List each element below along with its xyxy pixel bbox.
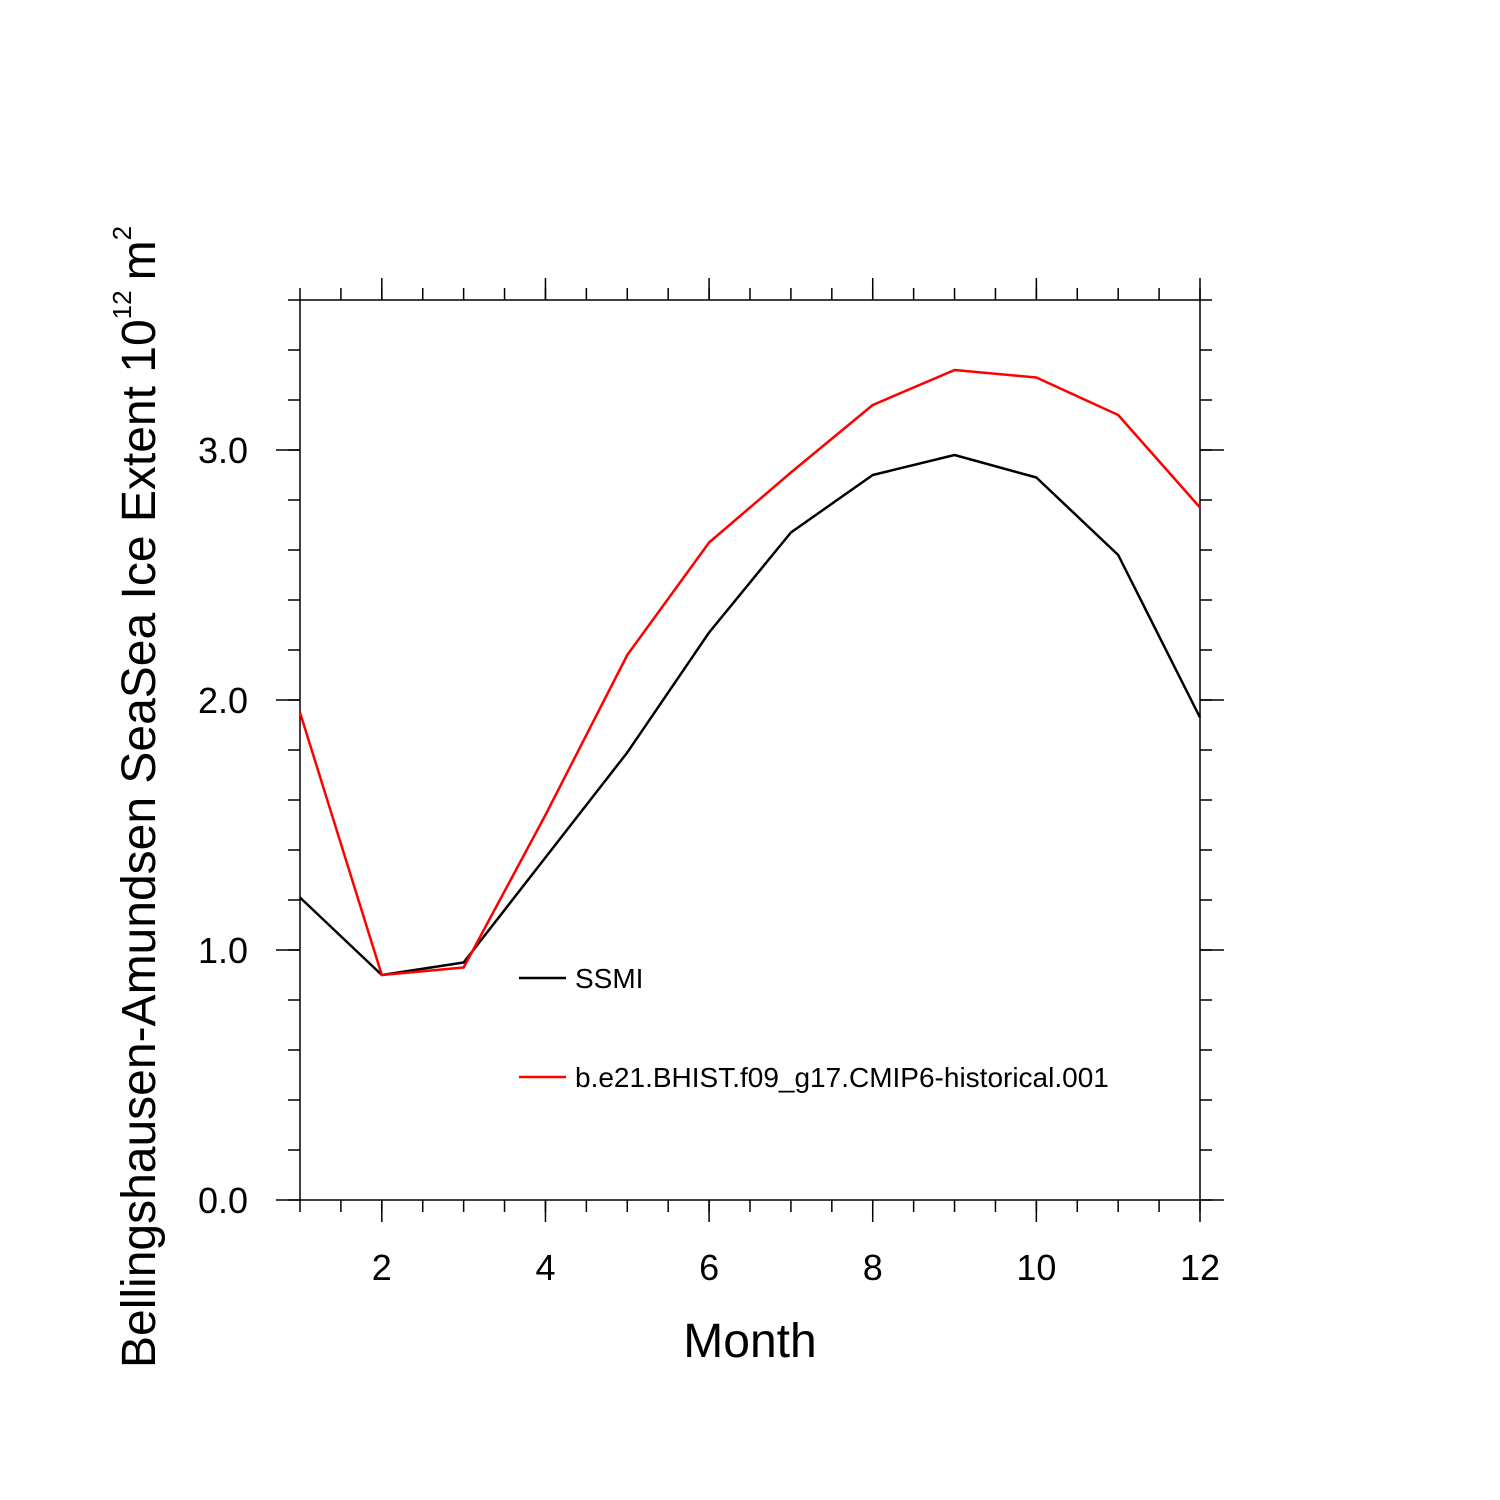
y-tick-label: 2.0 xyxy=(198,680,248,721)
legend-label: SSMI xyxy=(575,963,643,994)
series-line-ssmi xyxy=(299,453,1202,977)
y-axis-title-exponent: 12 xyxy=(107,290,137,319)
y-tick-label: 0.0 xyxy=(198,1180,248,1221)
series-line-model xyxy=(298,368,1201,977)
legend-label: b.e21.BHIST.f09_g17.CMIP6-historical.001 xyxy=(575,1062,1109,1093)
y-axis-title-main: Bellingshausen-Amundsen SeaSea Ice Exten… xyxy=(113,319,166,1368)
y-tick-label: 3.0 xyxy=(198,430,248,471)
x-tick-label: 2 xyxy=(372,1247,392,1288)
x-tick-label: 6 xyxy=(699,1247,719,1288)
y-axis-title-unit-exponent: 2 xyxy=(107,226,137,240)
plot-frame xyxy=(299,299,1201,1201)
x-tick-label: 10 xyxy=(1016,1247,1056,1288)
axis-ticks xyxy=(276,278,1224,1222)
legend: SSMI b.e21.BHIST.f09_g17.CMIP6-historical… xyxy=(519,963,1109,1093)
series-lines xyxy=(298,368,1202,977)
x-tick-label: 8 xyxy=(863,1247,883,1288)
y-axis-title: Bellingshausen-Amundsen SeaSea Ice Exten… xyxy=(107,226,166,1368)
x-tick-label: 12 xyxy=(1180,1247,1220,1288)
tick-labels: 2 4 6 8 10 12 0.0 1.0 2.0 3.0 xyxy=(198,430,1220,1288)
y-axis-title-unit: m xyxy=(113,240,166,280)
x-axis-title: Month xyxy=(683,1315,816,1368)
y-tick-label: 1.0 xyxy=(198,930,248,971)
x-tick-label: 4 xyxy=(535,1247,555,1288)
